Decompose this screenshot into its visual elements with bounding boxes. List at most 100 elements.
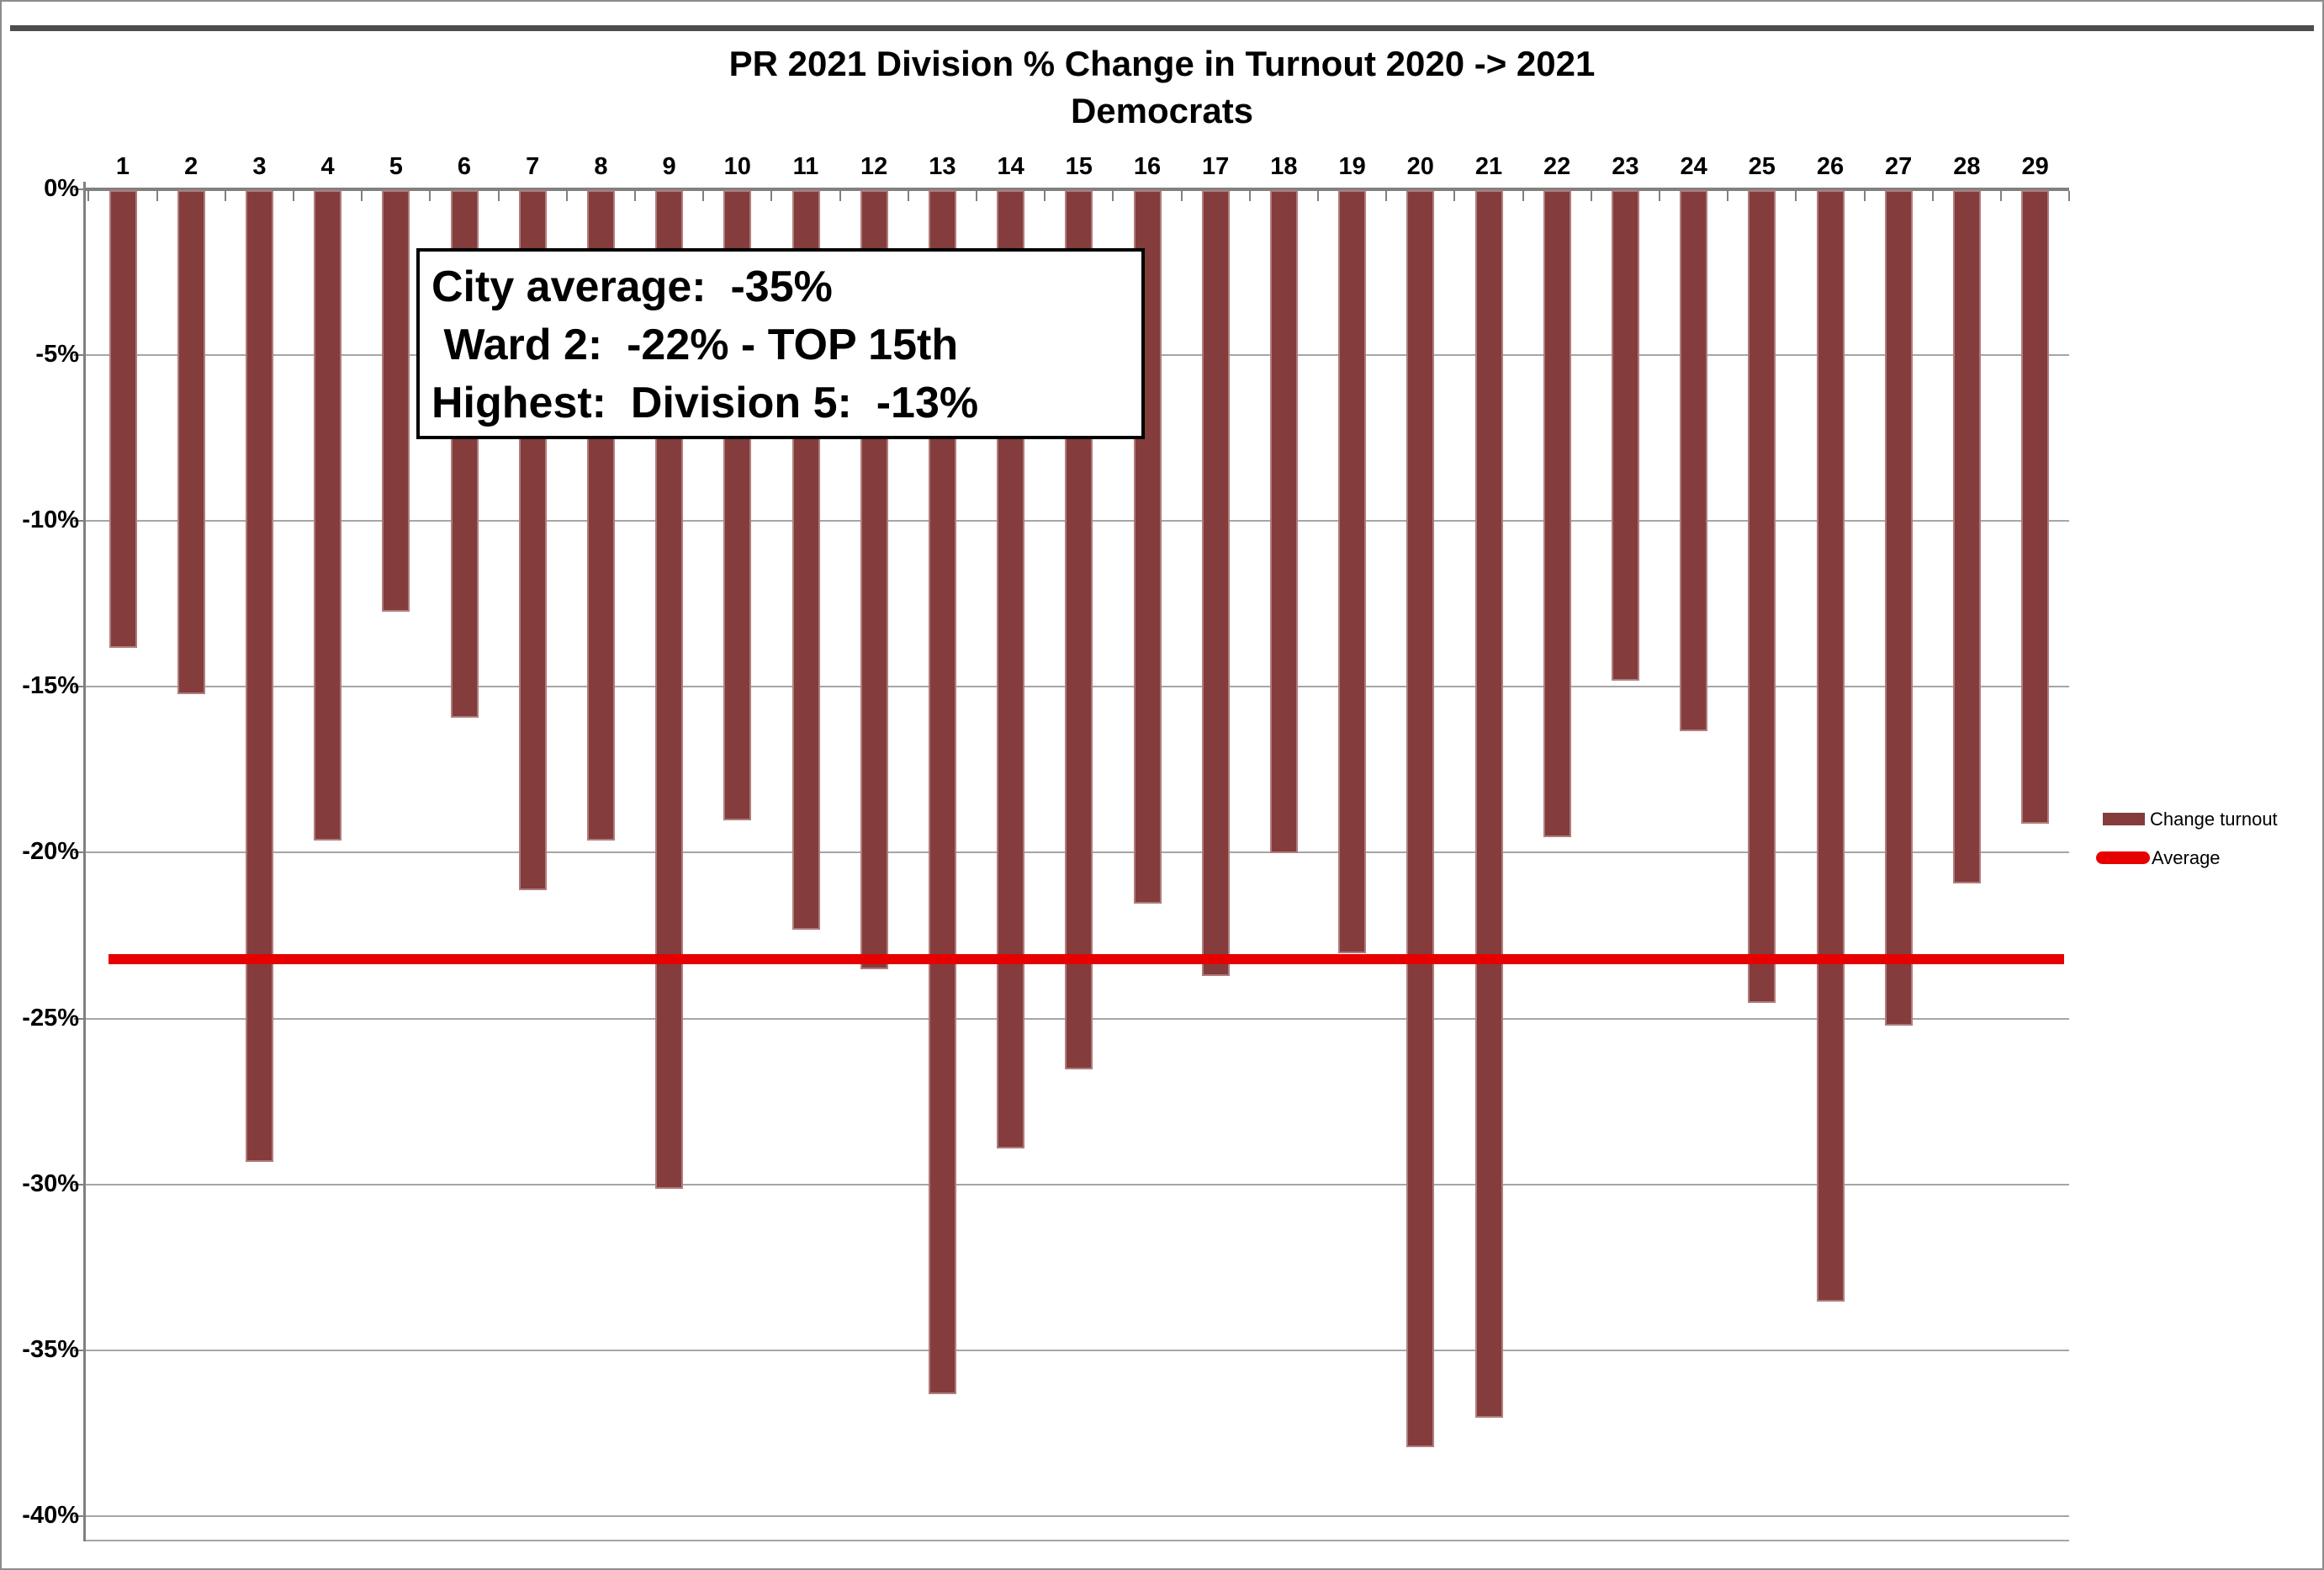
x-axis-label-8: 8: [594, 153, 608, 180]
x-axis-tick: [497, 191, 500, 201]
y-axis-label--40: -40%: [22, 1501, 79, 1529]
x-axis-label-15: 15: [1065, 153, 1093, 180]
y-axis-tick: [74, 1017, 86, 1020]
x-axis-tick: [1727, 191, 1729, 201]
x-axis-label-26: 26: [1816, 153, 1845, 180]
y-axis-tick: [74, 1349, 86, 1351]
x-axis-tick: [1659, 191, 1660, 201]
bar-division-24: [1680, 190, 1708, 731]
x-axis-label-1: 1: [115, 153, 130, 180]
x-axis-label-24: 24: [1680, 153, 1707, 180]
x-axis-tick: [156, 191, 158, 201]
bar-division-21: [1474, 190, 1503, 1418]
legend-line-swatch-icon: [2096, 851, 2150, 864]
gridline--30: [86, 1183, 2069, 1185]
x-axis-label-22: 22: [1543, 153, 1571, 180]
x-axis-tick: [1044, 191, 1046, 201]
top-border-band: [10, 25, 2314, 31]
x-axis-label-18: 18: [1270, 153, 1298, 180]
x-axis-label-11: 11: [792, 153, 819, 180]
y-axis-tick: [74, 851, 86, 854]
x-axis-label-3: 3: [252, 153, 267, 180]
x-axis-label-9: 9: [662, 153, 676, 180]
x-axis-tick: [224, 191, 226, 201]
chart-title: PR 2021 Division % Change in Turnout 202…: [728, 44, 1596, 83]
x-axis-tick: [1931, 191, 1934, 201]
y-axis-label--20: -20%: [22, 838, 79, 866]
x-axis-tick: [1317, 191, 1319, 201]
x-axis-label-17: 17: [1202, 153, 1230, 180]
x-axis-label-20: 20: [1406, 153, 1434, 180]
bar-division-23: [1611, 190, 1639, 682]
x-axis-tick: [770, 191, 773, 201]
y-axis-tick: [74, 1514, 86, 1517]
x-axis-tick: [361, 191, 363, 201]
y-axis-tick: [74, 520, 86, 522]
bar-division-29: [2021, 190, 2050, 824]
y-axis-label--5: -5%: [35, 341, 79, 369]
y-axis-label--25: -25%: [22, 1004, 79, 1032]
x-axis-tick: [1522, 191, 1524, 201]
y-axis-label--30: -30%: [22, 1170, 79, 1197]
gridline--40: [86, 1514, 2069, 1517]
x-axis-tick: [1112, 191, 1114, 201]
chart-subtitle: Democrats: [1070, 91, 1254, 130]
bar-division-22: [1543, 190, 1571, 837]
bar-division-27: [1884, 190, 1913, 1026]
y-axis-tick: [74, 354, 86, 357]
x-axis-label-21: 21: [1474, 153, 1503, 180]
x-axis-line: [86, 188, 2069, 191]
x-axis-label-5: 5: [389, 153, 403, 180]
x-axis-label-7: 7: [526, 153, 540, 180]
legend-bar-swatch-icon: [2103, 813, 2145, 825]
bar-division-3: [245, 190, 273, 1162]
x-axis-tick: [1453, 191, 1456, 201]
y-axis-label--35: -35%: [22, 1335, 79, 1363]
x-axis-label-25: 25: [1748, 153, 1776, 180]
bar-division-20: [1406, 190, 1435, 1448]
bar-division-26: [1816, 190, 1845, 1302]
x-axis-tick: [1795, 191, 1797, 201]
x-axis-tick: [1385, 191, 1388, 201]
x-axis-tick: [1590, 191, 1592, 201]
x-axis-label-16: 16: [1133, 153, 1162, 180]
average-line: [109, 953, 2064, 964]
x-axis-label-28: 28: [1953, 153, 1981, 180]
y-axis-tick: [74, 686, 86, 688]
x-axis-label-19: 19: [1338, 153, 1366, 180]
x-axis-label-29: 29: [2021, 153, 2049, 180]
x-axis-label-27: 27: [1885, 153, 1913, 180]
x-axis-tick: [634, 191, 636, 201]
gridline--35: [86, 1349, 2069, 1351]
x-axis-label-6: 6: [457, 153, 472, 180]
y-axis-tick: [74, 1183, 86, 1185]
annotation-line-ward2: Ward 2: -22% - TOP 15th: [431, 321, 959, 369]
x-axis-tick: [839, 191, 841, 201]
x-axis-tick: [293, 191, 294, 201]
x-axis-tick: [702, 191, 705, 201]
legend-label-change-turnout: Change turnout: [2150, 809, 2278, 830]
x-axis-tick: [87, 191, 90, 201]
x-axis-label-12: 12: [860, 153, 888, 180]
bar-division-1: [109, 190, 137, 648]
bar-division-19: [1338, 190, 1367, 953]
x-axis-label-14: 14: [997, 153, 1024, 180]
x-axis-tick: [976, 191, 977, 201]
bar-division-2: [177, 190, 205, 695]
y-axis-label-0: 0%: [44, 175, 79, 202]
bar-division-4: [314, 190, 342, 841]
x-axis-label-2: 2: [184, 153, 199, 180]
plot-bottom-border: [86, 1540, 2069, 1541]
annotation-line-city-average: City average: -35%: [431, 263, 833, 311]
legend-label-average: Average: [2152, 847, 2221, 868]
x-axis-label-4: 4: [320, 153, 335, 180]
bar-division-18: [1269, 190, 1298, 854]
x-axis-label-13: 13: [929, 153, 956, 180]
bar-division-25: [1748, 190, 1776, 1003]
y-axis-label--15: -15%: [22, 672, 79, 700]
y-axis-label--10: -10%: [22, 507, 79, 534]
bar-division-17: [1201, 190, 1230, 977]
annotation-line-highest: Highest: Division 5: -13%: [431, 379, 979, 427]
x-axis-tick: [1863, 191, 1866, 201]
